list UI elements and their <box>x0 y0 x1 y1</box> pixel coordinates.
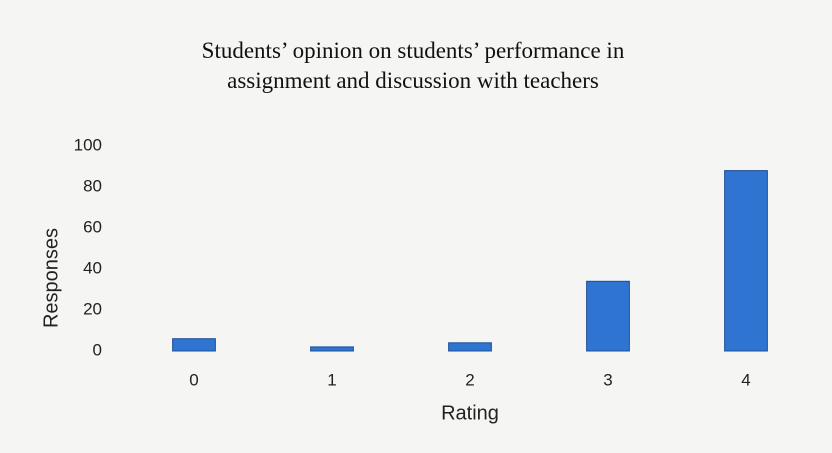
bar <box>448 342 492 352</box>
x-tick-label: 4 <box>741 370 750 389</box>
x-axis-label: Rating <box>441 402 499 424</box>
x-tick-label: 0 <box>189 370 198 389</box>
x-tick-label: 1 <box>327 370 336 389</box>
y-tick-label: 0 <box>93 340 102 359</box>
bar <box>586 280 630 352</box>
y-tick-label: 20 <box>83 299 102 318</box>
y-tick-label: 80 <box>83 176 102 195</box>
y-tick-label: 100 <box>74 135 102 154</box>
x-tick-label: 2 <box>465 370 474 389</box>
bar <box>310 346 354 352</box>
bar <box>172 338 216 352</box>
bar <box>724 170 768 352</box>
chart-title: Students’ opinion on students’ performan… <box>201 38 625 93</box>
y-tick-label: 40 <box>83 258 102 277</box>
y-tick-label: 60 <box>83 217 102 236</box>
y-axis-label: Responses <box>40 228 62 328</box>
x-tick-label: 3 <box>603 370 612 389</box>
